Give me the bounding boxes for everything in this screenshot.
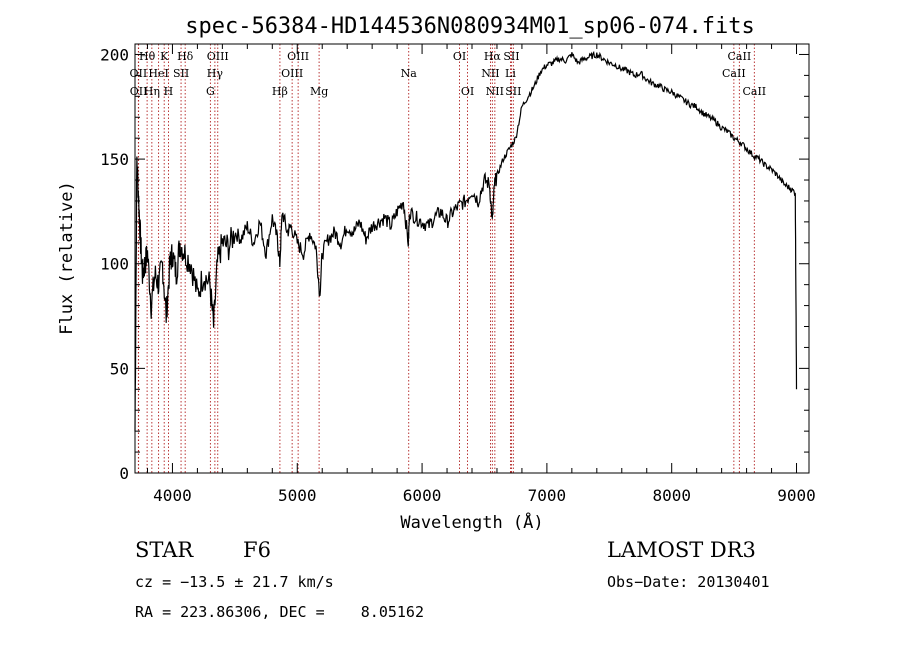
x-axis-label: Wavelength (Å) [400,511,543,533]
line-label: NII [481,67,499,80]
y-axis-label: Flux (relative) [57,181,77,335]
object-subclass: F6 [243,538,271,562]
x-tick-label: 9000 [777,486,816,505]
line-label: Hη [144,85,160,98]
x-tick-label: 4000 [153,486,192,505]
line-label: CaII [722,67,746,80]
x-tick-label: 7000 [528,486,567,505]
x-tick-label: 5000 [278,486,317,505]
x-tick-label: 6000 [403,486,442,505]
spectrum-line [134,50,798,432]
line-label: OIII [207,50,229,63]
line-label: Na [401,67,418,80]
line-label: CaII [728,50,752,63]
line-label: Hγ [207,67,224,80]
line-label: K [160,50,169,63]
line-label: OI [453,50,466,63]
y-tick-label: 0 [119,464,129,483]
y-tick-label: 150 [100,150,129,169]
line-label: SII [505,85,521,98]
line-label: Hθ [139,50,156,63]
line-label: Hδ [177,50,194,63]
line-label: OI [461,85,474,98]
line-label: NII [486,85,504,98]
survey-name: LAMOST DR3 [607,538,756,562]
line-label: HeI [148,67,168,80]
line-label: Hα [484,50,502,63]
y-tick-label: 100 [100,255,129,274]
line-label: Mg [310,85,328,98]
obs-date: Obs−Date: 20130401 [607,573,770,591]
redshift-cz: cz = −13.5 ± 21.7 km/s [135,573,334,591]
line-label: G [206,85,215,98]
line-label: H [164,85,174,98]
line-label: OII [130,85,148,98]
line-label: CaII [742,85,766,98]
line-label: Li [505,67,516,80]
line-label: Hβ [272,85,288,98]
plot-frame [134,43,810,474]
y-tick-label: 200 [100,45,129,64]
line-label: SII [503,50,519,63]
line-label: OII [130,67,148,80]
object-class: STAR [135,538,194,562]
coordinates: RA = 223.86306, DEC = 8.05162 [135,603,424,621]
line-label: SII [173,67,189,80]
chart-title: spec-56384-HD144536N080934M01_sp06-074.f… [185,14,755,39]
line-label: OIII [287,50,309,63]
line-label: OIII [281,67,303,80]
x-tick-label: 8000 [652,486,691,505]
y-tick-label: 50 [110,359,129,378]
